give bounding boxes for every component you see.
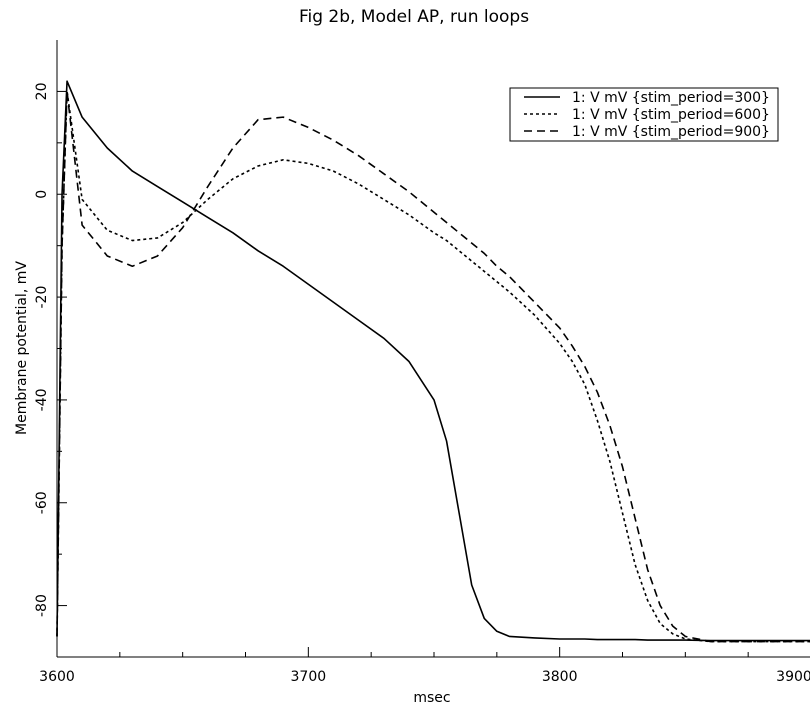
x-axis-label: msec [413, 690, 450, 706]
x-tick-label: 3800 [542, 669, 578, 685]
y-tick-label: -60 [34, 491, 50, 514]
y-axis-label: Membrane potential, mV [14, 261, 30, 435]
legend-label: 1: V mV {stim_period=300} [572, 90, 770, 106]
series-line [56, 90, 810, 643]
y-tick-label: -40 [34, 388, 50, 411]
y-tick-label: 0 [34, 190, 50, 199]
y-tick-label: -20 [34, 286, 50, 309]
series-line [56, 80, 810, 642]
chart-title: Fig 2b, Model AP, run loops [299, 7, 529, 27]
x-tick-label: 3900 [776, 669, 810, 685]
x-tick-label: 3600 [39, 669, 75, 685]
legend-label: 1: V mV {stim_period=600} [572, 107, 770, 123]
legend-label: 1: V mV {stim_period=900} [572, 124, 770, 140]
x-tick-label: 3700 [291, 669, 327, 685]
series-line [56, 90, 810, 643]
y-tick-label: -80 [34, 594, 50, 617]
y-tick-label: 20 [34, 83, 50, 101]
